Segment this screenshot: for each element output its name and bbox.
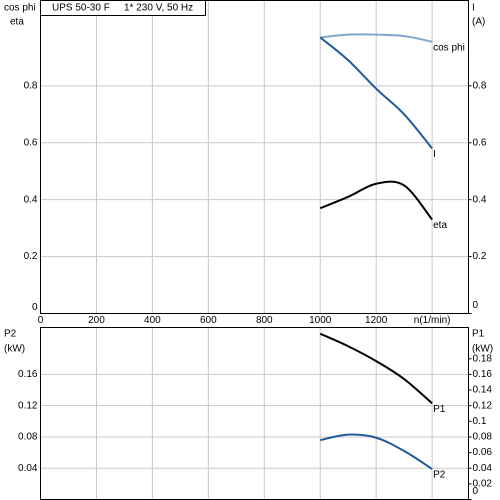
series-line bbox=[320, 433, 433, 470]
y2-label: I bbox=[472, 3, 475, 14]
y2-tick-label: 0.14 bbox=[473, 385, 493, 396]
chart-title: UPS 50-30 F bbox=[52, 3, 110, 14]
y-tick-label: 0.4 bbox=[24, 194, 38, 205]
series-line bbox=[320, 33, 433, 43]
y-tick-label: 0.12 bbox=[18, 400, 38, 411]
y2-tick-label: 0 bbox=[473, 486, 479, 497]
series-label: P1 bbox=[433, 404, 446, 415]
x-tick-label: n(1/min) bbox=[414, 315, 451, 326]
y-tick-label: 0.2 bbox=[24, 251, 38, 262]
y2-tick-label: 0.2 bbox=[473, 251, 487, 262]
y-tick-label: 0.04 bbox=[18, 463, 38, 474]
top-frame bbox=[40, 0, 469, 314]
y-tick-label: 0.16 bbox=[18, 369, 38, 380]
y-tick-label: 0.6 bbox=[24, 137, 38, 148]
series-line bbox=[319, 36, 433, 150]
y-tick-label: 0.8 bbox=[24, 81, 38, 92]
y2-tick-label: 0.04 bbox=[473, 463, 493, 474]
y2-tick-label: 0.1 bbox=[473, 416, 487, 427]
x-tick-label: 1200 bbox=[365, 315, 388, 326]
x-tick-label: 0 bbox=[38, 315, 44, 326]
y2-tick-label: 0.12 bbox=[473, 400, 493, 411]
y2-label: (kW) bbox=[472, 344, 493, 355]
y-label: cos phi bbox=[4, 3, 36, 14]
title-box bbox=[40, 0, 206, 16]
y-tick-label: 0 bbox=[32, 302, 38, 313]
series-label: I bbox=[433, 149, 436, 160]
y2-tick-label: 0.6 bbox=[473, 137, 487, 148]
y-tick-label: 0.08 bbox=[18, 432, 38, 443]
x-tick-label: 400 bbox=[144, 315, 161, 326]
chart-subtitle: 1* 230 V, 50 Hz bbox=[124, 3, 193, 14]
y-label: eta bbox=[10, 17, 24, 28]
series-label: cos phi bbox=[433, 42, 465, 53]
y-label: (kW) bbox=[4, 344, 25, 355]
series-line bbox=[319, 332, 433, 405]
y2-tick-label: 0.4 bbox=[473, 194, 487, 205]
y2-tick-label: 0.18 bbox=[473, 353, 493, 364]
y2-label: (A) bbox=[472, 17, 485, 28]
x-tick-label: 1000 bbox=[309, 315, 332, 326]
y2-tick-label: 0.02 bbox=[473, 479, 493, 490]
y2-tick-label: 0.16 bbox=[473, 369, 493, 380]
x-tick-label: 800 bbox=[256, 315, 273, 326]
y2-tick-label: 0 bbox=[473, 300, 479, 311]
series-label: P2 bbox=[433, 470, 446, 481]
x-tick-label: 200 bbox=[88, 315, 105, 326]
series-line bbox=[319, 180, 433, 221]
x-tick-label: 600 bbox=[200, 315, 217, 326]
y-label: P2 bbox=[4, 329, 17, 340]
y2-label: P1 bbox=[472, 329, 485, 340]
y2-tick-label: 0.8 bbox=[473, 81, 487, 92]
series-label: eta bbox=[433, 220, 447, 231]
y2-tick-label: 0.06 bbox=[473, 447, 493, 458]
y2-tick-label: 0.08 bbox=[473, 432, 493, 443]
